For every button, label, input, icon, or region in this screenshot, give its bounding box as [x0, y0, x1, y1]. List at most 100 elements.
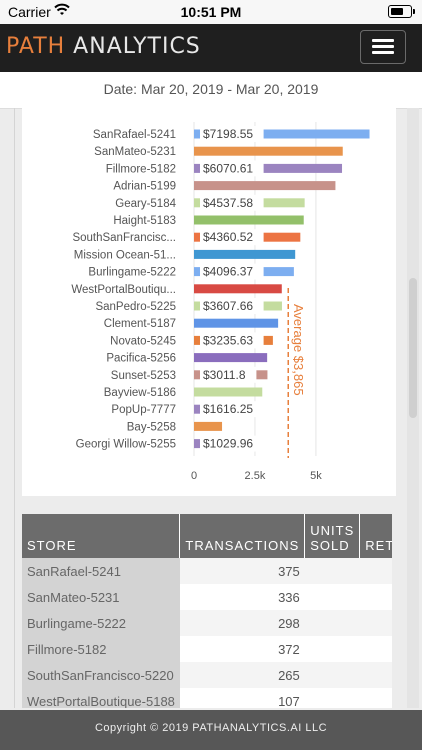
- transactions-cell: 372: [179, 636, 305, 662]
- x-tick-label: 2.5k: [245, 470, 266, 482]
- bar: [194, 146, 343, 156]
- x-tick-label: 5k: [310, 470, 322, 482]
- transactions-cell: 336: [179, 584, 305, 610]
- returns-cell: 1,353: [359, 558, 392, 584]
- store-cell: SanMateo-5231: [22, 584, 180, 610]
- brand-path: PATH: [6, 34, 66, 59]
- data-label: $7198.55: [203, 127, 253, 141]
- store-table: STORE TRANSACTIONS UNITS SOLD RETURNS R …: [22, 514, 392, 708]
- bar: [194, 129, 370, 139]
- category-label: Geary-5184: [115, 198, 176, 210]
- data-label: $4537.58: [203, 196, 253, 210]
- data-label-box: [200, 160, 264, 177]
- returns-cell: 861: [359, 662, 392, 688]
- data-label-box: [200, 332, 264, 349]
- carrier-label: Carrier: [8, 4, 51, 20]
- bar: [194, 181, 336, 191]
- returns-cell: 1,348: [359, 636, 392, 662]
- category-label: Mission Ocean-51...: [74, 249, 176, 261]
- bar: [194, 353, 268, 363]
- category-label: SouthSanFrancisc...: [72, 232, 176, 244]
- bar: [194, 421, 223, 431]
- transactions-cell: 375: [179, 558, 305, 584]
- sales-chart-card: SanRafael-5241 $7198.55 SanMateo-5231 Fillm…: [22, 108, 396, 496]
- category-label: Novato-5245: [110, 335, 176, 347]
- store-table-container[interactable]: STORE TRANSACTIONS UNITS SOLD RETURNS R …: [22, 514, 392, 708]
- data-label: $3235.63: [203, 333, 253, 347]
- transactions-cell: 298: [179, 610, 305, 636]
- brand-logo[interactable]: PATH ANALYTICS: [6, 34, 201, 59]
- data-label: $4096.37: [203, 265, 253, 279]
- bar: [194, 387, 263, 397]
- date-range-bar[interactable]: Date: Mar 20, 2019 - Mar 20, 2019: [0, 72, 422, 109]
- average-label: Average $3,865: [291, 304, 306, 396]
- category-label: SanPedro-5225: [95, 301, 176, 313]
- bar: [194, 318, 279, 328]
- content-border: [14, 108, 15, 708]
- category-label: Adrian-5199: [113, 181, 176, 193]
- col-header-transactions[interactable]: TRANSACTIONS: [179, 514, 306, 558]
- main-content[interactable]: SanRafael-5241 $7198.55 SanMateo-5231 Fillm…: [0, 108, 422, 708]
- category-label: SanRafael-5241: [93, 129, 176, 141]
- top-navbar: PATH ANALYTICS: [0, 24, 422, 72]
- data-label-box: [200, 435, 264, 452]
- store-cell: SouthSanFrancisco-5220: [22, 662, 180, 688]
- store-cell: WestPortalBoutique-5188: [22, 688, 180, 708]
- date-range-label: Date: Mar 20, 2019 - Mar 20, 2019: [103, 81, 319, 97]
- units-sold-cell: [304, 662, 360, 688]
- data-label-box: [200, 366, 257, 383]
- hamburger-menu-button[interactable]: [360, 30, 406, 64]
- col-header-returns[interactable]: RETURNS: [359, 514, 392, 558]
- brand-analytics: ANALYTICS: [65, 34, 201, 59]
- scrollbar-thumb[interactable]: [409, 278, 417, 418]
- units-sold-cell: [304, 636, 360, 662]
- wifi-icon: [54, 3, 70, 15]
- data-label-box: [200, 263, 264, 280]
- sales-bar-chart[interactable]: SanRafael-5241 $7198.55 SanMateo-5231 Fillm…: [22, 108, 396, 496]
- menu-line-icon: [372, 51, 394, 54]
- returns-cell: 1,042: [359, 610, 392, 636]
- copyright-text: Copyright © 2019 PATHANALYTICS.AI LLC: [94, 722, 328, 734]
- returns-cell: 289: [359, 688, 392, 708]
- category-label: Pacifica-5256: [106, 353, 176, 365]
- transactions-cell: 107: [179, 688, 305, 708]
- store-cell: Burlingame-5222: [22, 610, 180, 636]
- category-label: Bay-5258: [127, 421, 176, 433]
- data-label: $1616.25: [203, 402, 253, 416]
- units-sold-cell: [304, 610, 360, 636]
- vertical-scrollbar[interactable]: [407, 108, 419, 708]
- category-label: Burlingame-5222: [88, 267, 176, 279]
- bar: [194, 163, 343, 173]
- menu-line-icon: [372, 45, 394, 48]
- store-cell: SanRafael-5241: [22, 558, 180, 584]
- col-header-units-sold[interactable]: UNITS SOLD: [304, 514, 361, 558]
- units-sold-cell: [304, 558, 360, 584]
- returns-cell: 1,186: [359, 584, 392, 610]
- bar: [194, 284, 282, 294]
- data-label-box: [200, 229, 264, 246]
- units-sold-cell: [304, 584, 360, 610]
- category-label: PopUp-7777: [111, 404, 176, 416]
- data-label-box: [200, 194, 264, 211]
- battery-icon: [388, 5, 415, 18]
- col-header-store[interactable]: STORE: [22, 514, 181, 558]
- category-label: WestPortalBoutiqu...: [71, 284, 176, 296]
- data-label-box: [200, 126, 264, 142]
- data-label: $4360.52: [203, 230, 253, 244]
- category-label: Sunset-5253: [111, 370, 176, 382]
- footer: Copyright © 2019 PATHANALYTICS.AI LLC: [0, 710, 422, 750]
- status-bar: Carrier 10:51 PM: [0, 0, 422, 24]
- category-label: Bayview-5186: [104, 387, 176, 399]
- menu-line-icon: [372, 39, 394, 42]
- category-label: Haight-5183: [113, 215, 176, 227]
- data-label: $3607.66: [203, 299, 253, 313]
- bar: [194, 249, 296, 259]
- data-label: $3011.8: [203, 368, 246, 382]
- x-tick-label: 0: [191, 470, 197, 482]
